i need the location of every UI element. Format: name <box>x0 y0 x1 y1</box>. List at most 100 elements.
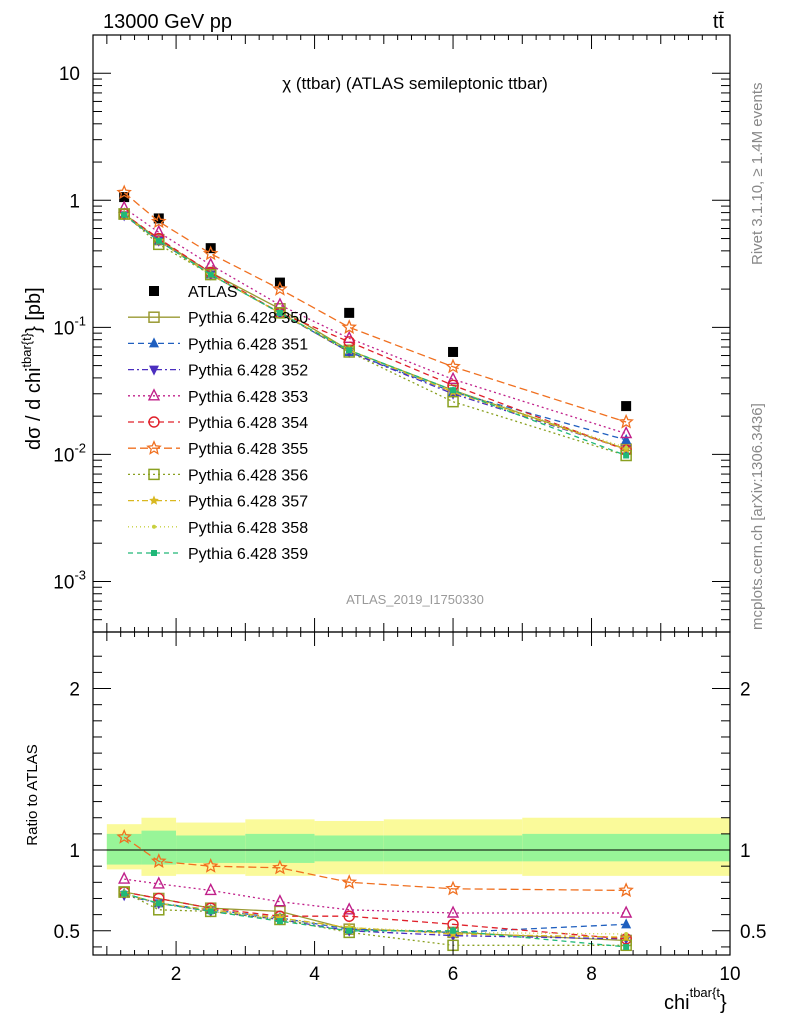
data-point <box>155 237 162 244</box>
data-point <box>151 213 167 229</box>
ratio-band-inner <box>141 830 177 865</box>
ratio-point <box>116 828 132 844</box>
data-point <box>202 245 219 261</box>
data-point <box>274 307 286 319</box>
ratio-series-pythia-359 <box>121 890 630 950</box>
legend-marker <box>148 468 160 481</box>
y-tick-label: 10-3 <box>53 567 86 593</box>
data-point <box>276 309 283 316</box>
legend: ATLAS Pythia 6.428 350 Pythia 6.428 351 Pyt… <box>128 284 308 563</box>
legend-label: Pythia 6.428 359 <box>188 546 308 563</box>
ratio-y-tick-label: 0.5 <box>54 922 80 943</box>
ratio-point <box>623 943 630 950</box>
legend-entry: Pythia 6.428 356 <box>128 467 308 484</box>
series-line <box>123 214 627 449</box>
ratio-uncertainty-bands <box>106 817 730 876</box>
ratio-series-pythia-355 <box>116 828 634 898</box>
legend-entry: Pythia 6.428 355 <box>128 440 308 458</box>
ratio-point <box>155 900 162 907</box>
legend-marker <box>149 337 159 348</box>
data-point <box>153 213 164 224</box>
ratio-series-line <box>123 836 627 892</box>
ratio-point <box>204 882 217 896</box>
data-point <box>272 280 288 296</box>
data-point <box>119 192 130 203</box>
chart-title: χ (ttbar) (ATLAS semileptonic ttbar) <box>282 74 548 93</box>
legend-marker <box>149 495 159 505</box>
ratio-point <box>273 894 287 907</box>
ratio-y-tick-label: 1 <box>69 841 80 862</box>
mcplots-label: mcplots.cern.ch [arXiv:1306.3436] <box>749 403 766 630</box>
ratio-point <box>346 927 353 934</box>
data-point <box>346 347 353 354</box>
ratio-band-inner <box>383 835 523 862</box>
legend-label: Pythia 6.428 354 <box>188 415 308 432</box>
ratio-point <box>341 874 358 889</box>
data-point <box>341 319 358 334</box>
data-point <box>445 358 461 374</box>
legend-entry: Pythia 6.428 350 <box>128 310 308 327</box>
legend-label: Pythia 6.428 351 <box>188 336 308 353</box>
x-axis-title: chitbar{t} <box>664 985 727 1014</box>
legend-entry: Pythia 6.428 351 <box>128 336 308 353</box>
series-line <box>123 214 627 441</box>
legend-marker <box>146 440 162 455</box>
data-point <box>624 445 629 450</box>
ratio-y-tick-label-right: 2 <box>740 680 751 701</box>
ratio-point <box>118 871 131 884</box>
legend-entry: Pythia 6.428 353 <box>128 388 308 406</box>
ratio-point <box>202 858 219 873</box>
ratio-point <box>272 859 288 875</box>
ratio-y-tick-label-right: 0.5 <box>740 922 766 943</box>
legend-label: Pythia 6.428 358 <box>188 520 308 537</box>
ratio-point <box>343 910 355 922</box>
ratio-band-inner <box>245 833 315 863</box>
series-line <box>123 192 627 423</box>
data-point <box>623 452 630 459</box>
legend-entry: ATLAS <box>149 284 238 301</box>
data-point <box>618 413 634 429</box>
legend-marker <box>148 416 160 428</box>
main-panel-series <box>116 184 634 462</box>
ratio-point <box>150 853 167 868</box>
series-pythia-359 <box>121 211 630 459</box>
y-tick-label: 1 <box>69 191 80 212</box>
svg-text:Rivet 3.1.10, ≥ 1.4M events: Rivet 3.1.10, ≥ 1.4M events <box>749 83 766 266</box>
series-line <box>123 214 627 450</box>
main-y-axis-title: dσ / d chitbar{t}} [pb] <box>19 287 45 450</box>
ratio-point <box>621 931 632 942</box>
ratio-series-line <box>124 894 627 940</box>
legend-label: Pythia 6.428 350 <box>188 310 308 327</box>
ratio-y-axis-title: Ratio to ATLAS <box>24 744 41 845</box>
ratio-series-line <box>124 892 627 948</box>
ratio-band-inner <box>522 833 730 862</box>
ratio-point <box>621 918 632 929</box>
ratio-point <box>445 880 461 896</box>
data-point <box>447 395 459 408</box>
ratio-series-line <box>124 878 627 914</box>
legend-entry: Pythia 6.428 352 <box>128 363 308 380</box>
x-tick-label: 2 <box>171 964 182 985</box>
legend-label: ATLAS <box>188 284 238 301</box>
svg-text:chitbar{t}: chitbar{t} <box>664 985 727 1014</box>
legend-marker <box>148 311 160 323</box>
ratio-panel-series <box>116 828 634 952</box>
legend-label: Pythia 6.428 353 <box>188 389 308 406</box>
data-point <box>344 307 355 318</box>
legend-label: Pythia 6.428 352 <box>188 363 308 380</box>
y-tick-label: 10 <box>59 64 80 85</box>
y-tick-label: 10-1 <box>53 313 86 339</box>
series-pythia-355 <box>116 184 634 429</box>
x-tick-label: 8 <box>586 964 597 985</box>
analysis-watermark: ATLAS_2019_I1750330 <box>346 592 484 607</box>
ratio-series-pythia-354 <box>118 886 632 945</box>
ratio-y-tick-label-right: 1 <box>740 841 751 862</box>
header-energy-label: 13000 GeV pp <box>103 11 232 33</box>
legend-marker <box>152 524 156 529</box>
legend-marker <box>151 550 157 556</box>
legend-marker <box>149 286 159 296</box>
ratio-point <box>620 939 632 952</box>
ratio-point <box>152 876 165 889</box>
